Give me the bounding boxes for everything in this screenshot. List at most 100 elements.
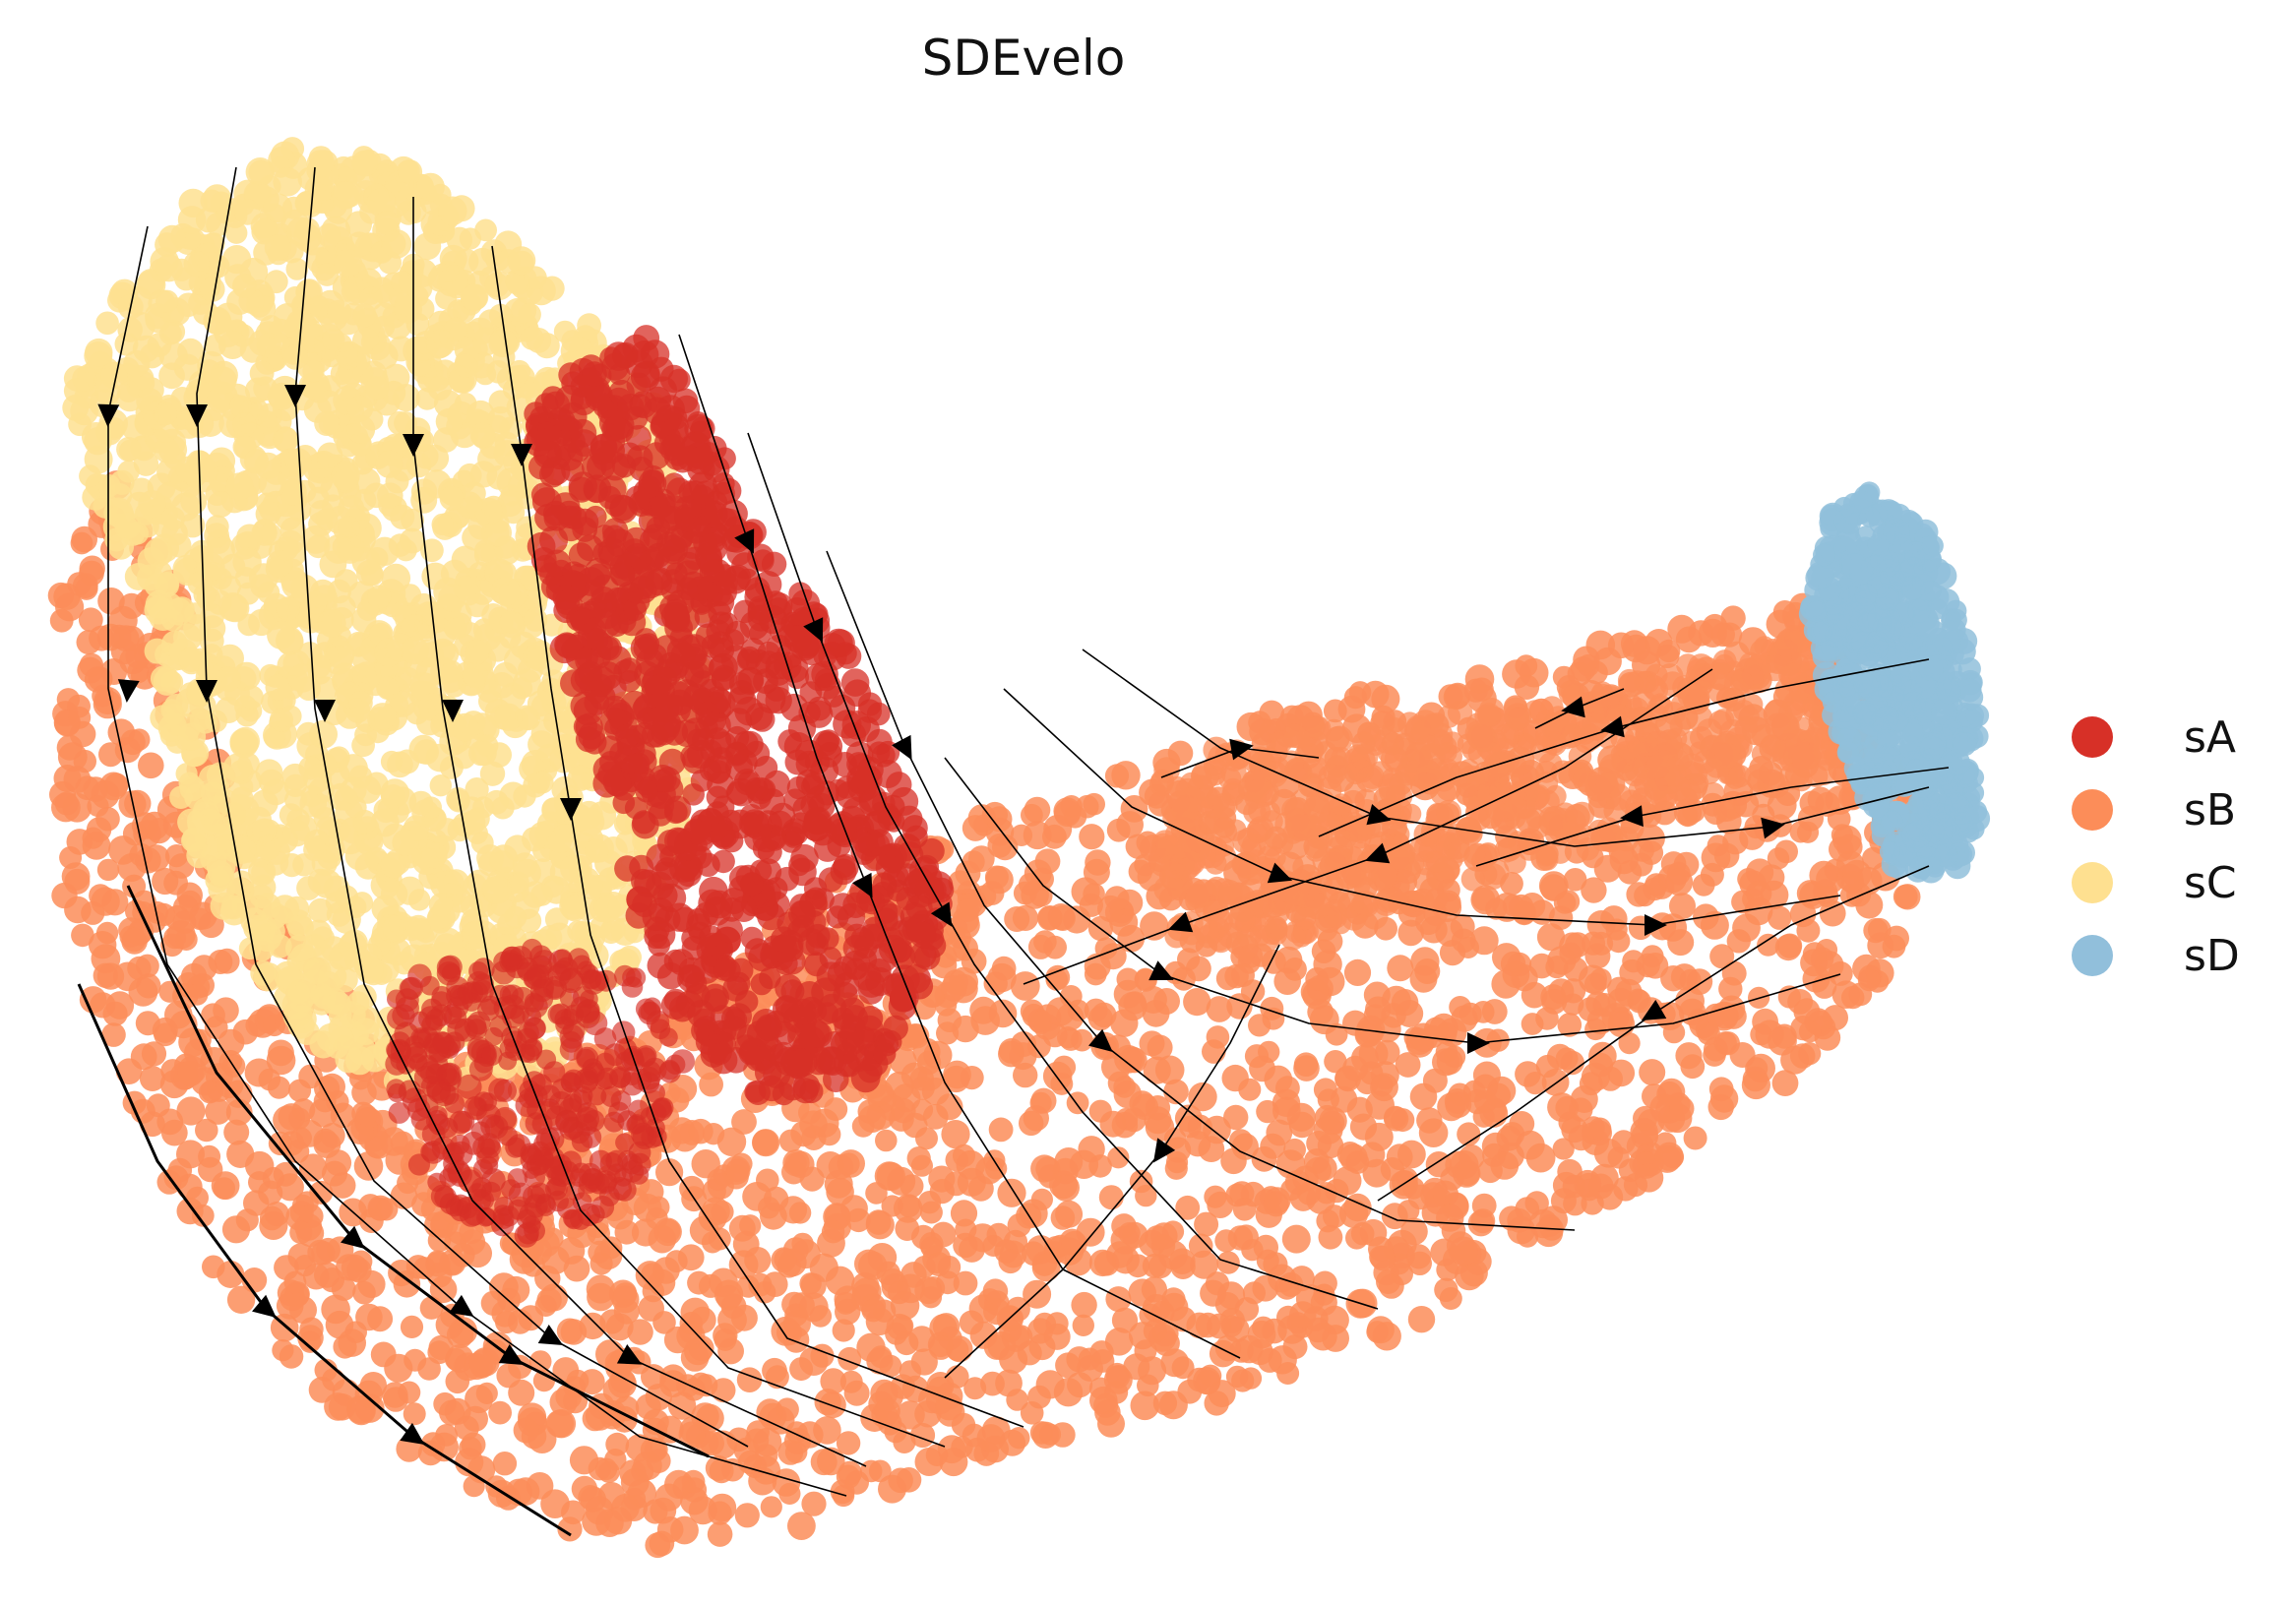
cell-point-sB — [90, 992, 116, 1019]
cell-point-sB — [1416, 1107, 1443, 1134]
cell-point-sC — [415, 387, 439, 410]
cell-point-sB — [139, 1066, 165, 1091]
cell-point-sB — [1744, 896, 1773, 926]
cell-point-sB — [195, 1118, 218, 1143]
cell-point-sB — [1458, 765, 1485, 792]
cell-point-sB — [818, 1123, 841, 1146]
cell-point-sB — [1670, 963, 1699, 991]
cell-point-sB — [1232, 1198, 1257, 1221]
cell-point-sB — [1145, 1112, 1175, 1143]
cell-point-sC — [351, 327, 380, 354]
cell-point-sB — [680, 1343, 710, 1372]
cell-point-sC — [451, 712, 479, 742]
cell-point-sB — [1175, 1195, 1201, 1220]
cell-point-sB — [1407, 1184, 1434, 1210]
cell-point-sB — [129, 842, 154, 867]
cell-point-sB — [156, 1108, 184, 1136]
cell-point-sB — [1274, 811, 1302, 838]
cell-point-sB — [1248, 799, 1272, 823]
cell-point-sC — [493, 661, 519, 688]
cell-point-sB — [75, 577, 98, 600]
cell-point-sB — [843, 1380, 870, 1406]
cell-point-sB — [49, 608, 74, 633]
cell-point-sB — [330, 1102, 356, 1129]
cell-point-sB — [670, 1123, 700, 1152]
cell-point-sB — [354, 1380, 383, 1408]
cell-point-sB — [943, 1065, 970, 1093]
cell-point-sB — [1043, 1323, 1071, 1350]
cell-point-sB — [1400, 803, 1422, 825]
cell-point-sB — [1343, 686, 1367, 710]
cell-point-sB — [1317, 808, 1343, 834]
cell-point-sB — [1634, 1163, 1664, 1193]
cell-point-sB — [1560, 1050, 1585, 1076]
cell-point-sB — [1579, 1072, 1603, 1096]
cell-point-sB — [446, 1321, 474, 1349]
cell-point-sB — [298, 1153, 328, 1182]
cell-point-sB — [1236, 711, 1266, 742]
cell-point-sB — [1523, 1072, 1547, 1095]
cell-point-sB — [1105, 1286, 1132, 1313]
cell-point-sB — [1371, 1074, 1394, 1097]
cell-point-sB — [1060, 795, 1083, 818]
cell-point-sB — [1278, 1271, 1304, 1297]
cell-point-sB — [1842, 859, 1872, 890]
cell-point-sB — [1600, 905, 1628, 933]
cell-point-sB — [976, 1424, 1006, 1452]
cell-point-sB — [1317, 1132, 1344, 1159]
cell-point-sB — [1061, 1230, 1087, 1258]
cell-point-sB — [1379, 777, 1405, 805]
cell-point-sB — [1160, 854, 1186, 880]
cell-point-sB — [97, 587, 125, 615]
cell-point-sB — [1565, 932, 1590, 958]
cell-point-sB — [1491, 969, 1520, 999]
cell-point-sB — [649, 1530, 675, 1557]
cell-point-sB — [910, 1154, 934, 1177]
cell-point-sB — [186, 1186, 209, 1209]
cell-point-sB — [986, 806, 1013, 833]
cell-point-sB — [560, 1319, 588, 1345]
cell-point-sB — [783, 1427, 812, 1454]
cell-point-sC — [410, 478, 438, 505]
cell-point-sB — [87, 794, 109, 818]
cell-point-sB — [77, 656, 104, 684]
cell-point-sB — [1730, 671, 1754, 695]
cell-point-sB — [1358, 1038, 1389, 1069]
cell-point-sB — [1819, 899, 1846, 927]
cell-point-sB — [1256, 1249, 1279, 1272]
cell-point-sC — [346, 395, 374, 422]
cell-point-sB — [1505, 708, 1529, 731]
cell-point-sB — [736, 1367, 763, 1392]
cell-point-sB — [1520, 981, 1548, 1009]
cell-point-sB — [1071, 1291, 1097, 1319]
cell-point-sB — [71, 923, 94, 948]
cell-point-sB — [599, 1309, 625, 1334]
cell-point-sB — [1314, 1104, 1340, 1131]
cell-point-sB — [1387, 955, 1414, 982]
cell-point-sC — [249, 360, 275, 386]
cell-point-sB — [91, 944, 121, 974]
cell-point-sB — [943, 935, 969, 962]
cell-point-sB — [1422, 1068, 1448, 1093]
cell-point-sB — [1633, 636, 1662, 665]
cell-point-sB — [1702, 782, 1725, 806]
cell-point-sB — [1055, 1200, 1084, 1228]
cell-point-sB — [1625, 670, 1650, 695]
cell-point-sB — [1023, 821, 1052, 850]
cell-point-sB — [610, 1368, 636, 1393]
cell-point-sB — [154, 1022, 177, 1047]
cell-point-sB — [66, 829, 93, 855]
cell-point-sB — [198, 1081, 221, 1104]
cell-point-sC — [116, 437, 142, 463]
cell-point-sB — [654, 1483, 683, 1512]
cell-point-sB — [1713, 842, 1740, 869]
cell-point-sB — [1675, 986, 1705, 1017]
cell-point-sC — [351, 733, 375, 758]
cell-point-sC — [236, 524, 263, 551]
cell-point-sB — [1247, 1338, 1273, 1366]
cell-point-sC — [225, 221, 248, 244]
cell-point-sB — [1598, 1066, 1623, 1091]
cell-point-sB — [1457, 936, 1479, 959]
cell-point-sB — [1020, 1401, 1044, 1425]
cell-point-sB — [1204, 1185, 1227, 1208]
